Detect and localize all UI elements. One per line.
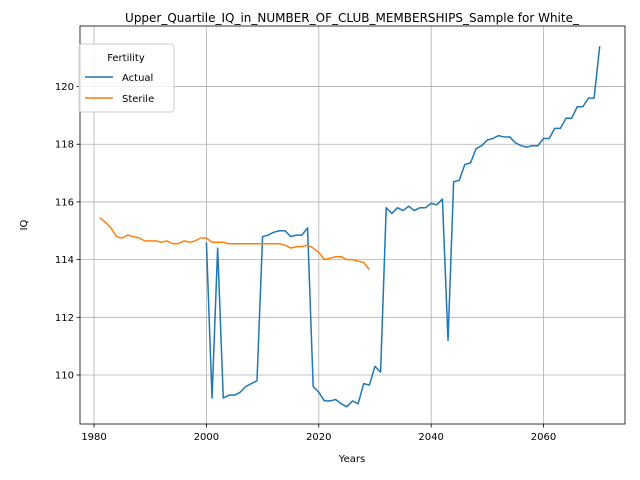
- x-tick-label: 2020: [306, 432, 331, 443]
- legend: Fertility Actual Sterile: [78, 43, 175, 113]
- y-tick-label: 110: [55, 370, 74, 381]
- y-tick-label: 120: [55, 82, 74, 93]
- legend-box: [78, 43, 175, 113]
- y-tick-label: 114: [55, 255, 74, 266]
- x-tick-label: 1980: [81, 432, 106, 443]
- x-tick-label: 2040: [418, 432, 443, 443]
- series-line-actual: [205, 46, 601, 408]
- y-tick-label: 116: [55, 197, 74, 208]
- series-line-sterile: [99, 217, 370, 271]
- x-tick-label: 2000: [194, 432, 219, 443]
- y-axis-label: IQ: [19, 219, 30, 230]
- x-tick-label: 2060: [531, 432, 556, 443]
- axis-ticks: 1980 2000 2020 2040 2060 110 112 114 116 118 120: [55, 82, 556, 443]
- legend-label-actual: Actual: [122, 73, 153, 84]
- y-tick-label: 112: [55, 313, 74, 324]
- x-axis-label: Years: [338, 454, 365, 465]
- series-lines: [99, 46, 601, 408]
- chart-title: Upper_Quartile_IQ_in_NUMBER_OF_CLUB_MEMB…: [125, 11, 580, 25]
- axes-frame: [79, 25, 626, 425]
- legend-title: Fertility: [107, 53, 145, 64]
- y-tick-label: 118: [55, 140, 74, 151]
- grid: [80, 26, 625, 424]
- legend-label-sterile: Sterile: [122, 94, 154, 105]
